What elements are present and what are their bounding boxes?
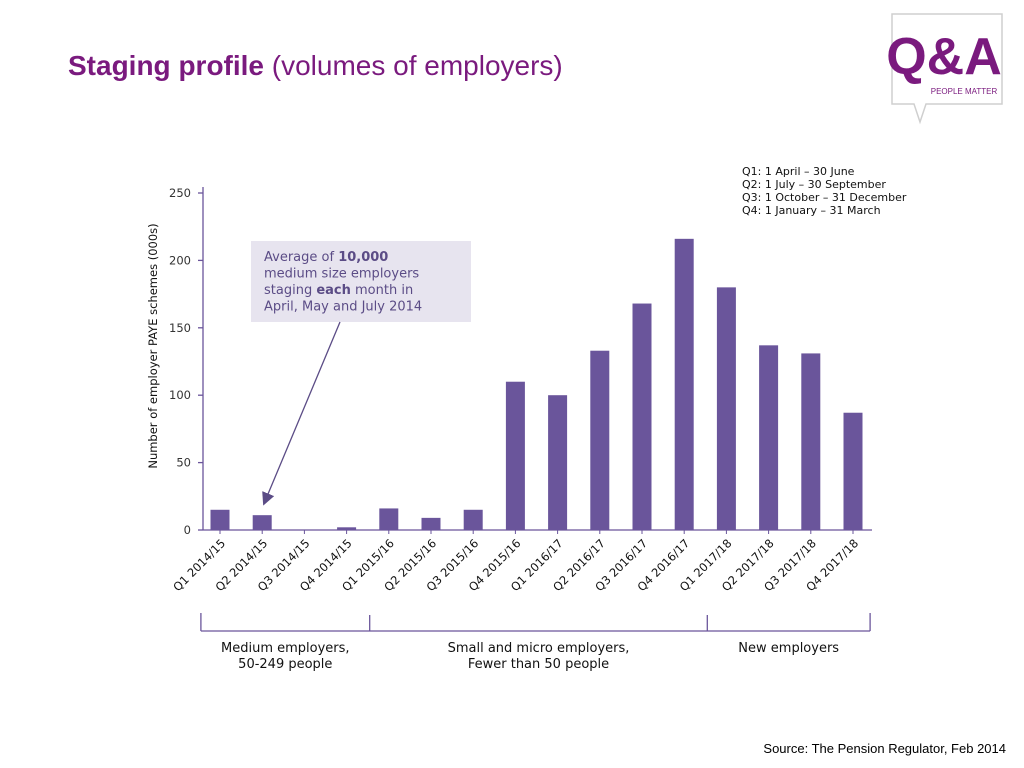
group-label: New employers [738, 641, 839, 656]
group-label: 50-249 people [238, 657, 332, 672]
annotation-segment: staging [264, 283, 316, 298]
bar-q4-2016-17 [674, 238, 694, 530]
annotation-line: staging each month in [264, 283, 413, 298]
y-tick-label: 100 [169, 388, 191, 402]
bar-q3-2017-18 [801, 353, 821, 530]
y-tick-label: 50 [176, 456, 191, 470]
y-tick-label: 250 [169, 186, 191, 200]
annotation-segment: medium size employers [264, 267, 419, 282]
group-label: Small and micro employers, [448, 641, 630, 656]
slide-title: Staging profile (volumes of employers) [68, 50, 563, 82]
qa-logo-icon: Q&A PEOPLE MATTER [886, 8, 1008, 128]
annotation-segment: 10,000 [338, 250, 388, 265]
bar-q1-2016-17 [548, 395, 568, 530]
annotation-line: Average of 10,000 [264, 250, 388, 265]
title-rest: (volumes of employers) [271, 50, 563, 81]
bar-q1-2017-18 [716, 287, 736, 530]
y-tick-label: 0 [184, 523, 191, 537]
quarter-definition: Q1: 1 April – 30 June [742, 165, 855, 178]
logo-text: Q&A [886, 28, 1002, 86]
logo-tagline: PEOPLE MATTER [931, 87, 998, 96]
annotation-line: medium size employers [264, 267, 419, 282]
bar-q2-2016-17 [590, 350, 610, 530]
quarter-definition: Q2: 1 July – 30 September [742, 178, 886, 191]
bar-q1-2014-15 [210, 509, 230, 530]
bar-q1-2015-16 [379, 508, 399, 530]
quarter-definition: Q3: 1 October – 31 December [742, 191, 907, 204]
annotation-segment: each [316, 283, 351, 298]
bar-q2-2015-16 [421, 517, 441, 530]
annotation-segment: month in [351, 283, 413, 298]
bar-q3-2015-16 [463, 509, 483, 530]
group-label: Medium employers, [221, 641, 350, 656]
bar-q4-2017-18 [843, 412, 863, 530]
bar-q3-2016-17 [632, 303, 652, 530]
y-tick-label: 200 [169, 253, 191, 267]
annotation-box [251, 241, 471, 322]
group-label: Fewer than 50 people [468, 657, 609, 672]
bar-q2-2014-15 [252, 515, 272, 530]
y-tick-label: 150 [169, 321, 191, 335]
source-note: Source: The Pension Regulator, Feb 2014 [763, 741, 1006, 756]
bar-q4-2014-15 [337, 527, 357, 530]
bar-q4-2015-16 [505, 381, 525, 530]
annotation-segment: Average of [264, 250, 338, 265]
y-axis-title: Number of employer PAYE schemes (000s) [146, 223, 160, 468]
bar-q2-2017-18 [759, 345, 779, 530]
title-bold: Staging profile [68, 50, 264, 81]
annotation-arrow [262, 321, 341, 506]
annotation-line: April, May and July 2014 [264, 300, 422, 315]
quarter-definition: Q4: 1 January – 31 March [742, 204, 881, 217]
annotation-segment: April, May and July 2014 [264, 300, 422, 315]
